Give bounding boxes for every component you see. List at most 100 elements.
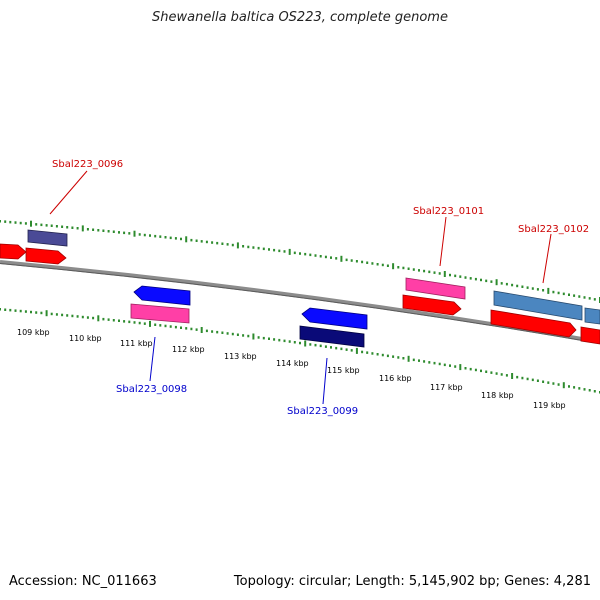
minor-tick [469, 367, 472, 371]
minor-tick [92, 316, 95, 320]
minor-tick [526, 377, 529, 381]
minor-tick [252, 246, 255, 249]
minor-tick [345, 258, 348, 262]
cds-feature[interactable] [0, 243, 27, 260]
minor-tick [474, 277, 477, 281]
minor-tick [454, 365, 457, 368]
forward-features [0, 229, 600, 345]
gene-feature-0099[interactable] [299, 325, 365, 348]
minor-tick [195, 328, 198, 331]
minor-tick [361, 350, 364, 354]
minor-tick [433, 361, 436, 365]
minor-tick [397, 266, 400, 269]
major-tick [30, 220, 32, 227]
minor-tick [464, 276, 467, 279]
cds-feature-0101[interactable] [402, 294, 462, 316]
minor-tick [568, 385, 570, 388]
minor-tick [107, 318, 110, 321]
minor-tick [86, 316, 89, 319]
minor-tick [324, 255, 327, 259]
minor-tick [485, 370, 488, 373]
major-tick [97, 315, 100, 322]
cds-feature-0099[interactable] [301, 307, 368, 330]
minor-tick [262, 247, 265, 251]
minor-tick [485, 279, 488, 283]
minor-tick [55, 313, 58, 316]
minor-tick [61, 225, 64, 228]
gene-label-0102[interactable]: Sbal223_0102 [518, 224, 589, 235]
minor-tick [211, 330, 214, 333]
major-tick [288, 248, 291, 255]
minor-tick [205, 329, 208, 333]
gene-label-0096[interactable]: Sbal223_0096 [52, 159, 123, 170]
minor-tick [350, 259, 353, 262]
minor-tick [19, 309, 22, 313]
minor-tick [24, 222, 27, 225]
major-tick [133, 230, 136, 237]
gene-label-0098[interactable]: Sbal223_0098 [116, 384, 187, 395]
minor-tick [304, 252, 307, 256]
minor-tick [97, 229, 100, 232]
gene-feature-0101[interactable] [405, 277, 466, 300]
minor-tick [557, 291, 560, 295]
minor-tick [314, 343, 317, 347]
minor-tick [102, 229, 105, 232]
cds-feature-0098[interactable] [133, 285, 191, 306]
major-tick [511, 373, 514, 379]
minor-tick [123, 320, 126, 323]
minor-tick [76, 315, 79, 318]
minor-tick [128, 232, 131, 235]
gene-label-0101[interactable]: Sbal223_0101 [413, 206, 484, 217]
gene-feature-0098[interactable] [130, 303, 190, 324]
minor-tick [190, 327, 193, 331]
minor-tick [526, 286, 529, 289]
minor-tick [86, 228, 89, 231]
accession-text: Accession: NC_011663 [9, 574, 157, 589]
minor-tick [361, 260, 364, 264]
minor-tick [273, 248, 276, 252]
map-title: Shewanella baltica OS223, complete genom… [152, 10, 448, 25]
minor-tick [547, 381, 550, 384]
minor-tick [309, 253, 312, 257]
minor-tick [211, 241, 214, 244]
minor-tick [247, 245, 250, 249]
minor-tick [30, 310, 32, 314]
cds-feature-partial[interactable] [580, 326, 600, 345]
minor-tick [164, 324, 167, 328]
minor-tick [588, 389, 591, 392]
ruler-label: 118 kbp [481, 391, 514, 400]
minor-tick [149, 234, 151, 237]
gene-feature-0096[interactable] [27, 229, 68, 247]
minor-tick [443, 363, 446, 367]
minor-tick [180, 237, 182, 241]
gene-label-0099[interactable]: Sbal223_0099 [287, 406, 358, 417]
minor-tick [299, 341, 301, 345]
minor-tick [278, 338, 281, 342]
minor-tick [242, 245, 245, 248]
gene-feature-partial[interactable] [584, 307, 600, 325]
minor-tick [428, 270, 431, 274]
minor-tick [386, 354, 389, 358]
cds-feature-0096[interactable] [25, 247, 67, 265]
minor-tick [490, 280, 493, 283]
minor-tick [381, 353, 384, 357]
major-tick [562, 382, 565, 389]
minor-tick [185, 327, 188, 330]
minor-tick [557, 383, 560, 386]
minor-tick [573, 386, 576, 389]
minor-tick [340, 347, 343, 351]
minor-tick [92, 228, 95, 231]
ruler-label: 112 kbp [172, 345, 205, 354]
gene-feature-0102[interactable] [493, 290, 583, 321]
minor-tick [4, 308, 7, 311]
minor-tick [511, 283, 514, 287]
minor-tick [418, 359, 420, 362]
minor-tick [309, 343, 312, 346]
minor-tick [433, 271, 436, 274]
minor-tick [55, 225, 58, 228]
minor-tick [118, 319, 120, 322]
minor-tick [247, 334, 250, 338]
minor-tick [40, 311, 43, 315]
cds-feature-0102[interactable] [490, 309, 577, 338]
